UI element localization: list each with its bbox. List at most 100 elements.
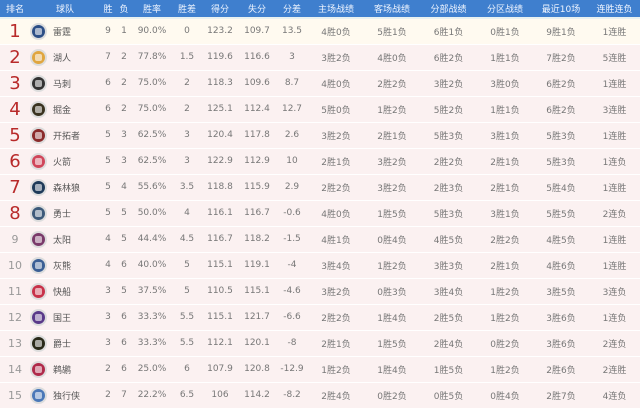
- team-cell[interactable]: 国王: [30, 304, 100, 331]
- team-cell[interactable]: 湖人: [30, 44, 100, 71]
- team-name[interactable]: 国王: [53, 313, 72, 324]
- table-row[interactable]: 1 雷霆 9 1 90.0% 0 123.2 109.7 13.5 4胜0负 5胜1负 6胜1负 0胜1…: [0, 17, 640, 45]
- team-cell[interactable]: 开拓者: [30, 122, 100, 149]
- stat-cell: 2连胜: [589, 356, 640, 383]
- team-cell[interactable]: 灰熊: [30, 252, 100, 279]
- column-header[interactable]: 胜率: [132, 0, 172, 18]
- stat-cell: 112.1: [202, 330, 238, 357]
- stat-cell: -12.9: [276, 356, 308, 383]
- stat-cell: 1胜5负: [364, 330, 420, 357]
- stat-cell: 1.5: [172, 44, 202, 71]
- stat-cell: 4胜0负: [364, 44, 420, 71]
- team-cell[interactable]: 马刺: [30, 70, 100, 97]
- table-row[interactable]: 7 森林狼 5 4 55.6% 3.5 118.8 115.9 2.9 2胜2负 3胜2负 2胜3负 2…: [0, 174, 640, 201]
- team-name[interactable]: 鹈鹕: [53, 365, 72, 376]
- team-cell[interactable]: 掘金: [30, 96, 100, 123]
- team-name[interactable]: 独行侠: [53, 391, 81, 402]
- team-logo-icon: [30, 74, 47, 92]
- team-name[interactable]: 火箭: [53, 157, 72, 168]
- team-name[interactable]: 马刺: [53, 79, 72, 90]
- stat-cell: 106: [202, 382, 238, 409]
- stat-cell: 3连胜: [589, 96, 640, 123]
- team-name[interactable]: 爵士: [53, 339, 72, 350]
- rank: 12: [0, 304, 30, 331]
- column-header[interactable]: 负: [116, 0, 132, 18]
- team-cell[interactable]: 爵士: [30, 330, 100, 357]
- table-row[interactable]: 14 鹈鹕 2 6 25.0% 6 107.9 120.8 -12.9 1胜2负 1胜4负 1胜5负 1…: [0, 356, 640, 383]
- table-row[interactable]: 15 独行侠 2 7 22.2% 6.5 106 114.2 -8.2 2胜4负 0胜2负 0胜5负 0…: [0, 382, 640, 409]
- column-header[interactable]: 分差: [276, 0, 308, 18]
- stat-cell: 110.5: [202, 278, 238, 305]
- stat-cell: 5: [100, 174, 116, 201]
- column-header[interactable]: 最近10场: [533, 0, 589, 18]
- stat-cell: 4胜0负: [308, 70, 364, 97]
- team-cell[interactable]: 独行侠: [30, 382, 100, 409]
- column-header[interactable]: 主场战绩: [308, 0, 364, 18]
- column-header[interactable]: 胜差: [172, 0, 202, 18]
- column-header[interactable]: 失分: [238, 0, 276, 18]
- column-header[interactable]: 客场战绩: [364, 0, 420, 18]
- team-name[interactable]: 森林狼: [53, 183, 81, 194]
- stat-cell: -8.2: [276, 382, 308, 409]
- stat-cell: 4连负: [589, 382, 640, 409]
- stat-cell: 5胜3负: [420, 122, 477, 149]
- table-row[interactable]: 2 湖人 7 2 77.8% 1.5 119.6 116.6 3 3胜2负 4胜0负 6胜2负 1胜1负…: [0, 44, 640, 71]
- stat-cell: 2: [100, 356, 116, 383]
- column-header[interactable]: 分部战绩: [420, 0, 477, 18]
- stat-cell: 1胜2负: [477, 356, 533, 383]
- team-name[interactable]: 湖人: [53, 53, 72, 64]
- column-header[interactable]: 球队: [30, 0, 100, 18]
- stat-cell: 75.0%: [132, 96, 172, 123]
- team-name[interactable]: 快船: [53, 287, 72, 298]
- column-header[interactable]: 连胜连负: [589, 0, 640, 18]
- table-row[interactable]: 5 开拓者 5 3 62.5% 3 120.4 117.8 2.6 3胜2负 2胜1负 5胜3负 3胜1…: [0, 122, 640, 149]
- stat-cell: 2.9: [276, 174, 308, 201]
- table-row[interactable]: 3 马刺 6 2 75.0% 2 118.3 109.6 8.7 4胜0负 2胜2负 3胜2负 3胜0负…: [0, 70, 640, 97]
- stat-cell: 3胜5负: [533, 278, 589, 305]
- stat-cell: 3胜2负: [364, 174, 420, 201]
- stat-cell: 1胜2负: [364, 252, 420, 279]
- table-row[interactable]: 9 太阳 4 5 44.4% 4.5 116.7 118.2 -1.5 4胜1负 0胜4负 4胜5负 2…: [0, 226, 640, 253]
- stat-cell: -4.6: [276, 278, 308, 305]
- team-name[interactable]: 灰熊: [53, 261, 72, 272]
- team-cell[interactable]: 火箭: [30, 148, 100, 175]
- team-name[interactable]: 勇士: [53, 209, 72, 220]
- stat-cell: -1.5: [276, 226, 308, 253]
- column-header[interactable]: 排名: [0, 0, 30, 18]
- column-header[interactable]: 胜: [100, 0, 116, 18]
- stat-cell: 0胜5负: [420, 382, 477, 409]
- team-name[interactable]: 开拓者: [53, 131, 81, 142]
- stat-cell: 6胜2负: [533, 96, 589, 123]
- stat-cell: 3: [276, 44, 308, 71]
- table-row[interactable]: 12 国王 3 6 33.3% 5.5 115.1 121.7 -6.6 2胜2负 1胜4负 2胜5负…: [0, 304, 640, 331]
- team-name[interactable]: 太阳: [53, 235, 72, 246]
- table-row[interactable]: 6 火箭 5 3 62.5% 3 122.9 112.9 10 2胜1负 3胜2负 2胜2负 2胜1负 5…: [0, 148, 640, 175]
- team-cell[interactable]: 太阳: [30, 226, 100, 253]
- column-header[interactable]: 得分: [202, 0, 238, 18]
- team-cell[interactable]: 勇士: [30, 200, 100, 227]
- stat-cell: 6.5: [172, 382, 202, 409]
- team-cell[interactable]: 森林狼: [30, 174, 100, 201]
- stat-cell: 4胜1负: [308, 226, 364, 253]
- stat-cell: 33.3%: [132, 330, 172, 357]
- stat-cell: 107.9: [202, 356, 238, 383]
- team-logo-icon: [30, 334, 47, 352]
- table-row[interactable]: 4 掘金 6 2 75.0% 2 125.1 112.4 12.7 5胜0负 1胜2负 5胜2负 1胜1…: [0, 96, 640, 123]
- team-name[interactable]: 掘金: [53, 105, 72, 116]
- column-header[interactable]: 分区战绩: [477, 0, 533, 18]
- team-cell[interactable]: 快船: [30, 278, 100, 305]
- table-row[interactable]: 13 爵士 3 6 33.3% 5.5 112.1 120.1 -8 2胜1负 1胜5负 2胜4负 0胜…: [0, 330, 640, 357]
- table-row[interactable]: 11 快船 3 5 37.5% 5 110.5 115.1 -4.6 3胜2负 0胜3负 3胜4负 1胜…: [0, 278, 640, 305]
- team-cell[interactable]: 雷霆: [30, 17, 100, 45]
- table-row[interactable]: 10 灰熊 4 6 40.0% 5 115.1 119.1 -4 3胜4负 1胜2负 3胜3负 2胜1负…: [0, 252, 640, 279]
- team-name[interactable]: 雷霆: [53, 27, 72, 38]
- stat-cell: 3.5: [172, 174, 202, 201]
- stat-cell: 1连胜: [589, 226, 640, 253]
- table-row[interactable]: 8 勇士 5 5 50.0% 4 116.1 116.7 -0.6 4胜0负 1胜5负 5胜3负 3胜1…: [0, 200, 640, 227]
- team-cell[interactable]: 鹈鹕: [30, 356, 100, 383]
- stat-cell: 2胜3负: [420, 174, 477, 201]
- stat-cell: 13.5: [276, 17, 308, 45]
- team-logo-icon: [30, 204, 47, 222]
- stat-cell: 33.3%: [132, 304, 172, 331]
